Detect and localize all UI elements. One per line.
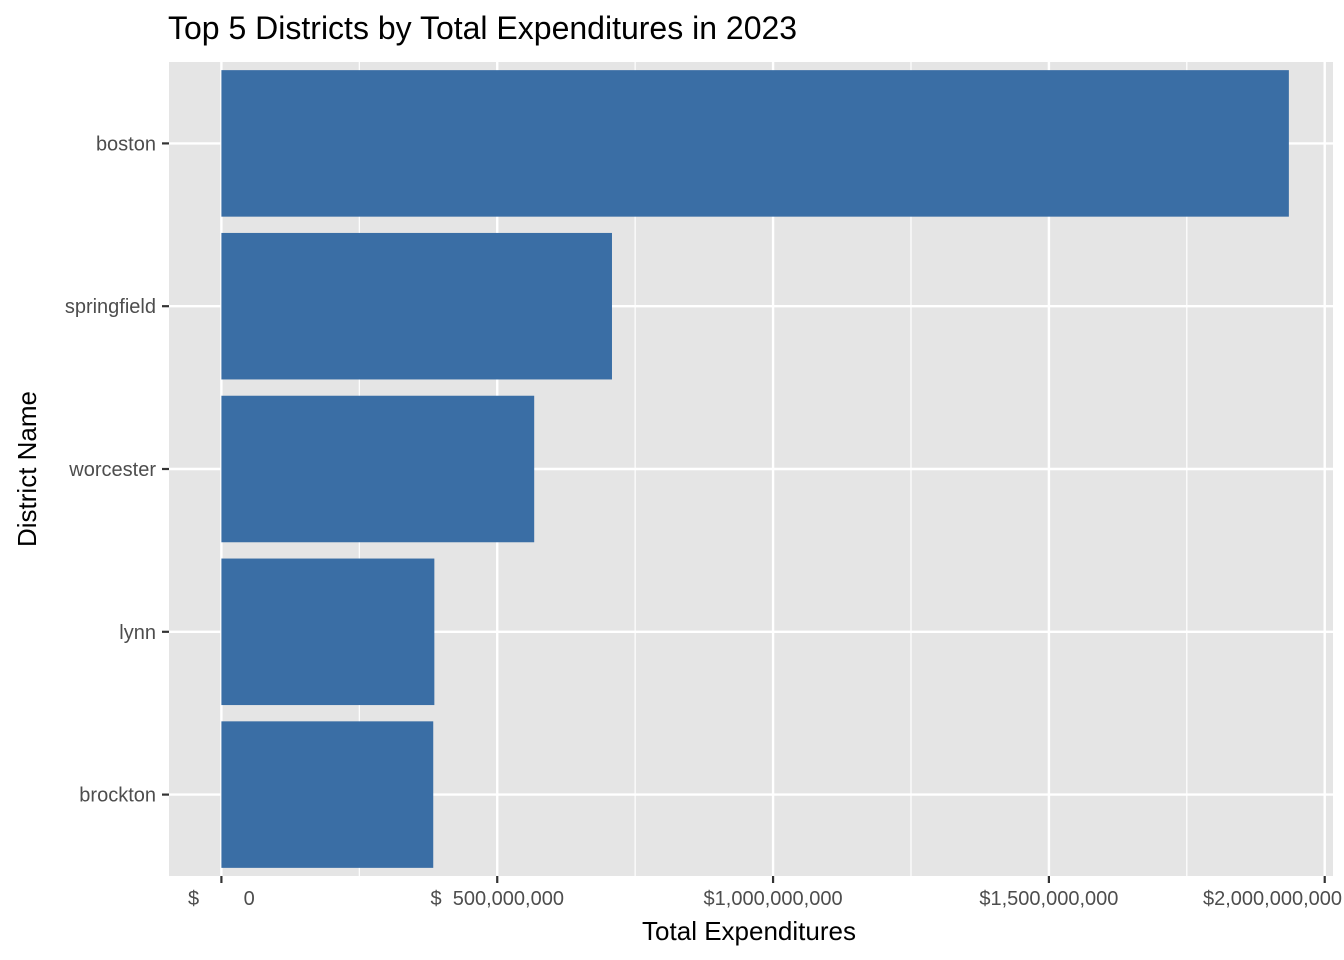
y-axis: boston springfield worcester lynn brockton [65,133,169,807]
bar-brockton [221,721,434,868]
y-tick-label: boston [96,133,156,155]
bar-boston [221,70,1289,217]
x-tick-label: $2,000,000,000 [1203,888,1342,910]
x-tick-label: $1,500,000,000 [979,888,1118,910]
x-tick-label: $ 500,000,000 [431,888,564,910]
x-tick-label: $1,000,000,000 [704,888,843,910]
bar-lynn [221,558,435,706]
y-axis-title: District Name [12,391,42,547]
y-tick-label: springfield [65,296,156,318]
x-axis-title: Total Expenditures [642,916,856,946]
y-tick-label: lynn [119,622,156,644]
y-tick-label: brockton [79,785,156,807]
y-tick-label: worcester [68,459,156,481]
x-axis: $ 0 $ 500,000,000 $1,000,000,000 $1,500,000… [188,876,1342,910]
bar-springfield [221,232,612,380]
bars [221,70,1289,868]
bar-worcester [221,395,535,543]
x-tick-label: $ 0 [188,888,255,910]
chart-title: Top 5 Districts by Total Expenditures in… [168,10,797,46]
